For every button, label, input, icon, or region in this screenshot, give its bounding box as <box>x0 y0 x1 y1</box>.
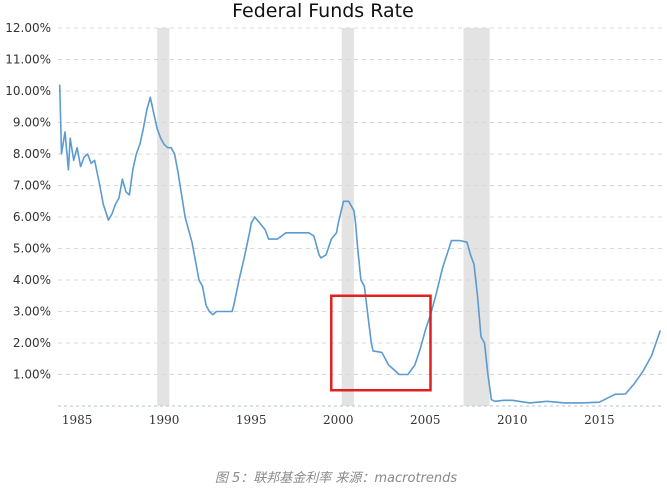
x-tick-label: 2015 <box>584 413 615 427</box>
series-line-federal-funds-rate <box>58 84 662 404</box>
y-tick-label: 6.00% <box>13 210 51 224</box>
x-tick-label: 2005 <box>410 413 441 427</box>
y-tick-label: 7.00% <box>13 179 51 193</box>
chart-title: Federal Funds Rate <box>232 0 414 22</box>
y-tick-label: 5.00% <box>13 242 51 256</box>
y-tick-label: 10.00% <box>5 84 51 98</box>
figure-caption: 图 5：联邦基金利率 来源：macrotrends <box>215 470 458 486</box>
y-tick-label: 12.00% <box>5 21 51 35</box>
y-tick-label: 11.00% <box>5 53 51 67</box>
x-axis-tick-labels: 1985 1990 1995 2000 2005 2010 2015 <box>62 413 615 427</box>
highlight-box <box>330 294 432 392</box>
x-tick-label: 1990 <box>149 413 180 427</box>
x-tick-label: 2010 <box>497 413 528 427</box>
x-tick-label: 1995 <box>236 413 267 427</box>
y-tick-label: 9.00% <box>13 116 51 130</box>
y-tick-label: 2.00% <box>13 336 51 350</box>
y-tick-label: 3.00% <box>13 305 51 319</box>
x-tick-label: 1985 <box>62 413 93 427</box>
y-tick-label: 8.00% <box>13 147 51 161</box>
x-tick-label: 2000 <box>323 413 354 427</box>
y-axis-tick-labels: 1.00% 2.00% 3.00% 4.00% 5.00% 6.00% 7.00% 8.00%… <box>5 21 51 382</box>
gridlines <box>58 27 662 375</box>
y-tick-label: 4.00% <box>13 273 51 287</box>
y-tick-label: 1.00% <box>13 368 51 382</box>
